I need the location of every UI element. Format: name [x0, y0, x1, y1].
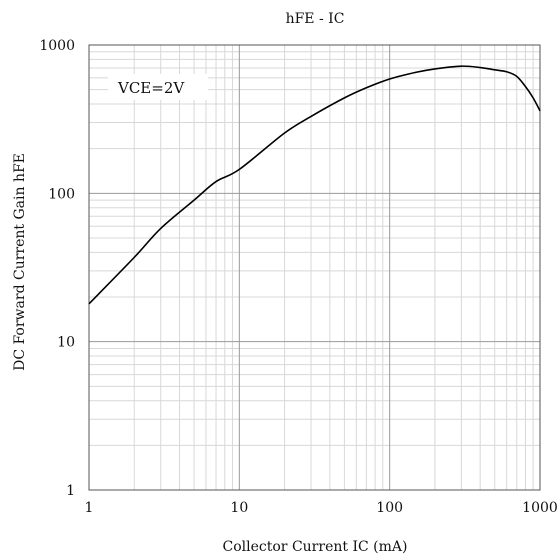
vce-annotation: VCE=2V: [117, 79, 185, 97]
x-tick-label: 100: [376, 500, 403, 516]
x-tick-label: 1000: [522, 500, 558, 516]
annotation-background: [108, 74, 208, 100]
y-tick-label: 1: [66, 483, 75, 499]
x-tick-label: 10: [230, 500, 248, 516]
chart-title: hFE - IC: [286, 11, 345, 27]
x-tick-label: 1: [85, 500, 94, 516]
y-tick-labels: 1 10 100 1000: [39, 38, 75, 499]
x-axis-label: Collector Current IC (mA): [223, 539, 408, 555]
y-tick-label: 10: [57, 335, 75, 351]
y-tick-label: 100: [48, 186, 75, 202]
x-tick-labels: 1 10 100 1000: [85, 500, 558, 516]
minor-grid: [89, 45, 540, 490]
hfe-curve: [88, 65, 541, 305]
y-axis-label: DC Forward Current Gain hFE: [12, 153, 28, 371]
major-grid: [88, 44, 541, 491]
y-tick-label: 1000: [39, 38, 75, 54]
plot-frame: [88, 44, 541, 491]
